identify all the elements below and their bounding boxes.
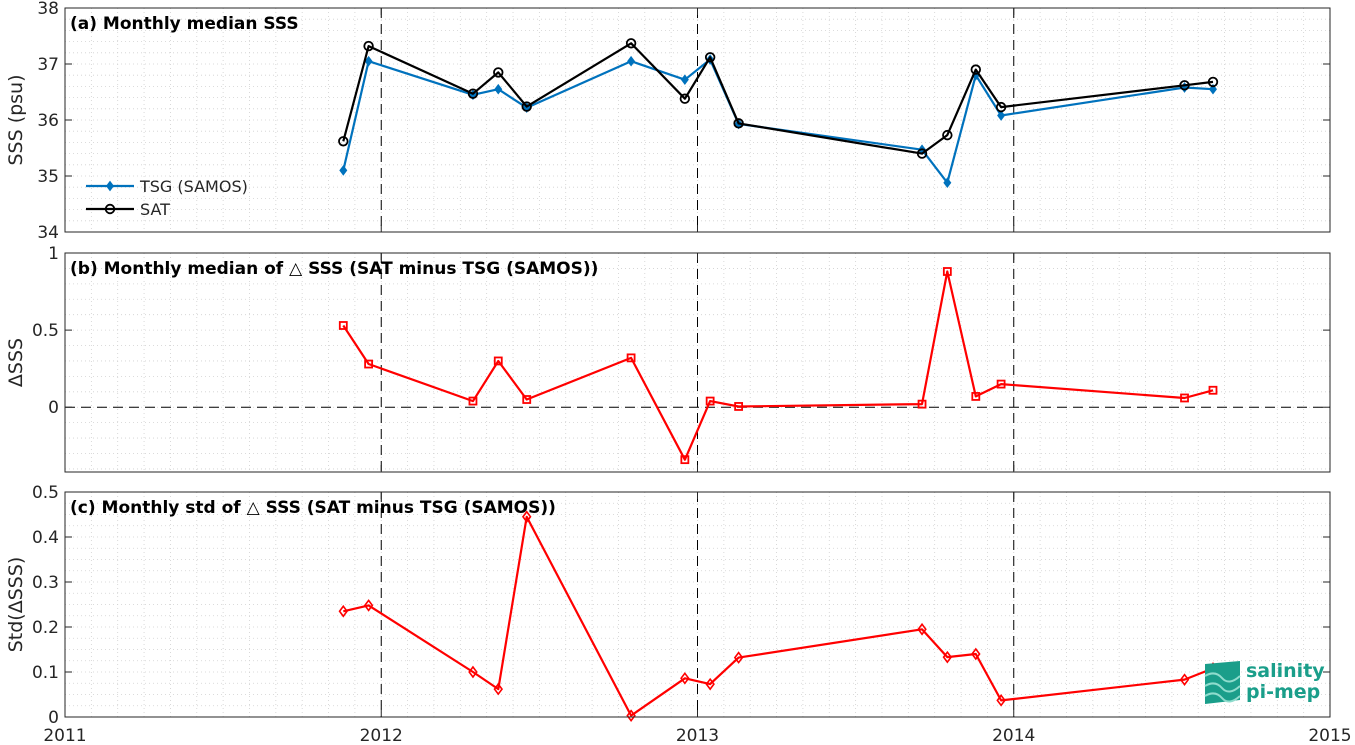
x-tick-label: 2014: [992, 726, 1035, 745]
data-point: [704, 52, 716, 63]
data-point: [494, 83, 503, 95]
data-point: [338, 604, 349, 618]
data-point: [916, 148, 928, 159]
data-point: [1180, 393, 1189, 403]
data-point: [679, 93, 691, 104]
legend-label: TSG (SAMOS): [139, 177, 248, 196]
panel-c-monthly-std-delta-sss: 0 0.1 0.2 0.3 0.4 0.5 2011 2012 2013 2014 2015 (c) …: [5, 483, 1352, 745]
data-point: [627, 55, 636, 67]
data-point: [680, 455, 690, 465]
y-tick-label: 38: [37, 0, 59, 19]
data-point: [467, 88, 479, 99]
y-tick-label: 37: [37, 55, 59, 75]
x-tick-label: 2011: [43, 726, 86, 745]
panel-b-monthly-median-delta-sss: 0 0.5 1 (b) Monthly median of △ SSS (SAT mi…: [5, 244, 1331, 473]
data-point: [734, 402, 744, 411]
data-point: [942, 267, 952, 276]
logo-wave-icon: [1204, 661, 1241, 704]
data-point: [468, 665, 478, 679]
data-point: [625, 38, 637, 49]
data-point: [363, 599, 374, 612]
data-point: [971, 647, 981, 661]
data-point: [626, 353, 636, 363]
data-point: [705, 396, 715, 406]
y-tick-label: 0.5: [32, 321, 59, 341]
y-tick-label: 0: [48, 708, 59, 728]
data-point: [468, 396, 478, 406]
data-point: [1179, 80, 1190, 91]
y-tick-label: 36: [37, 111, 59, 131]
panel-title: (b) Monthly median of △ SSS (SAT minus T…: [70, 259, 598, 279]
data-point: [917, 622, 927, 636]
panel-title: (c) Monthly std of △ SSS (SAT minus TSG …: [70, 498, 556, 518]
x-tick-label: 2012: [360, 726, 403, 745]
series-line: [343, 515, 1214, 717]
data-point: [522, 395, 532, 404]
data-point: [364, 359, 374, 369]
logo-line-2: pi-mep: [1246, 681, 1320, 703]
data-point: [1208, 385, 1218, 395]
data-point: [626, 709, 636, 722]
y-tick-label: 0.2: [32, 618, 59, 638]
data-point: [493, 682, 504, 696]
data-point: [970, 64, 982, 75]
data-point: [1208, 83, 1217, 95]
data-point: [997, 110, 1006, 121]
data-point: [493, 356, 503, 366]
y-tick-label: 1: [48, 244, 59, 264]
data-point: [493, 67, 504, 78]
axes-frame: [64, 491, 1331, 718]
data-point: [1179, 673, 1190, 686]
data-point: [338, 136, 349, 147]
data-point: [1207, 76, 1219, 88]
salinity-pi-mep-logo: salinity pi-mep: [1204, 660, 1325, 704]
panel-title: (a) Monthly median SSS: [70, 14, 299, 34]
logo-line-1: salinity: [1246, 660, 1325, 682]
data-point: [943, 177, 952, 189]
legend-marker: [106, 180, 114, 192]
series-1-0: [338, 267, 1218, 465]
data-point: [971, 392, 981, 401]
series-line: [342, 42, 1214, 155]
y-tick-label: 0.4: [32, 528, 59, 548]
y-tick-label: 35: [37, 167, 59, 187]
y-tick-label: 0.3: [32, 573, 59, 593]
y-tick-label: 34: [37, 223, 59, 243]
data-point: [680, 74, 689, 86]
axes-frame: [64, 252, 1331, 473]
y-axis-label: SSS (psu): [5, 74, 27, 165]
data-point: [733, 651, 744, 664]
data-point: [995, 101, 1007, 113]
series-line: [342, 270, 1214, 461]
y-tick-label: 0.1: [32, 663, 59, 683]
data-point: [521, 510, 532, 524]
x-tick-label: 2013: [676, 726, 719, 745]
data-point: [917, 399, 927, 409]
data-point: [996, 379, 1006, 389]
data-point: [338, 321, 348, 330]
data-point: [942, 129, 953, 141]
data-point: [942, 650, 953, 664]
data-point: [521, 101, 532, 112]
axes-frame: [64, 7, 1331, 233]
series-0-1: [338, 38, 1219, 159]
data-point: [996, 694, 1006, 707]
data-point: [364, 55, 373, 67]
legend-marker: [104, 203, 116, 215]
legend-label: SAT: [140, 200, 170, 219]
y-tick-label: 0.5: [32, 483, 59, 503]
y-axis-label: Std(ΔSSS): [5, 557, 27, 653]
y-tick-label: 0: [48, 398, 59, 418]
panel-a-monthly-median-sss: 34 35 36 37 38 (a) Monthly median SSS SSS (psu…: [5, 0, 1331, 243]
data-point: [733, 118, 744, 129]
data-point: [339, 165, 348, 176]
y-axis-label: ΔSSS: [5, 338, 27, 387]
legend: TSG (SAMOS) SAT: [86, 177, 248, 219]
data-point: [363, 40, 374, 52]
data-point: [705, 677, 715, 691]
x-tick-label: 2015: [1308, 726, 1351, 745]
data-point: [680, 671, 690, 685]
